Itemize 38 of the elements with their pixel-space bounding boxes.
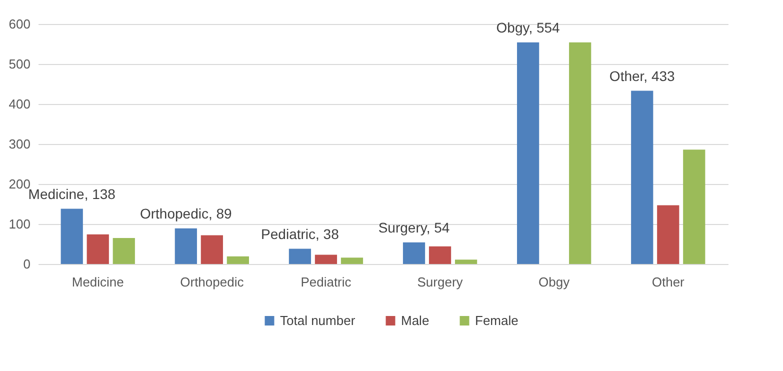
legend-label: Female: [475, 312, 518, 328]
bar: [657, 205, 680, 264]
data-label: Surgery, 54: [378, 219, 450, 236]
data-label: Orthopedic, 89: [140, 205, 232, 222]
bar: [631, 90, 654, 264]
bar: [402, 242, 426, 264]
data-label: Other, 433: [609, 68, 676, 84]
bar: [112, 238, 135, 264]
y-tick-label: 200: [8, 176, 30, 192]
bar: [569, 42, 592, 264]
bar: [86, 234, 109, 264]
bar: [683, 150, 706, 264]
bar: [314, 254, 338, 264]
y-tick-label: 400: [8, 96, 30, 112]
bar: [174, 228, 197, 264]
y-tick-label: 100: [8, 216, 30, 232]
legend-label: Total number: [280, 312, 356, 328]
data-label: Pediatric, 38: [261, 226, 340, 242]
bar: [517, 42, 540, 264]
x-tick-label: Medicine: [72, 274, 124, 290]
legend-label: Male: [401, 312, 430, 328]
y-tick-label: 500: [8, 56, 30, 72]
bar: [454, 260, 478, 264]
x-tick-label: Pediatric: [300, 274, 352, 290]
x-tick-label: Surgery: [417, 274, 464, 290]
bar: [340, 258, 364, 264]
x-tick-label: Obgy: [538, 274, 570, 290]
data-label: Obgy, 554: [496, 19, 560, 36]
y-tick-label: 0: [23, 256, 30, 272]
bar: [226, 256, 249, 264]
x-tick-label: Other: [652, 274, 686, 290]
bar: [428, 246, 452, 264]
bar: [200, 235, 223, 264]
y-tick-label: 300: [8, 136, 30, 152]
y-tick-label: 600: [8, 16, 30, 32]
bar: [288, 248, 312, 264]
bar: [60, 208, 83, 264]
x-tick-label: Orthopedic: [180, 274, 244, 290]
